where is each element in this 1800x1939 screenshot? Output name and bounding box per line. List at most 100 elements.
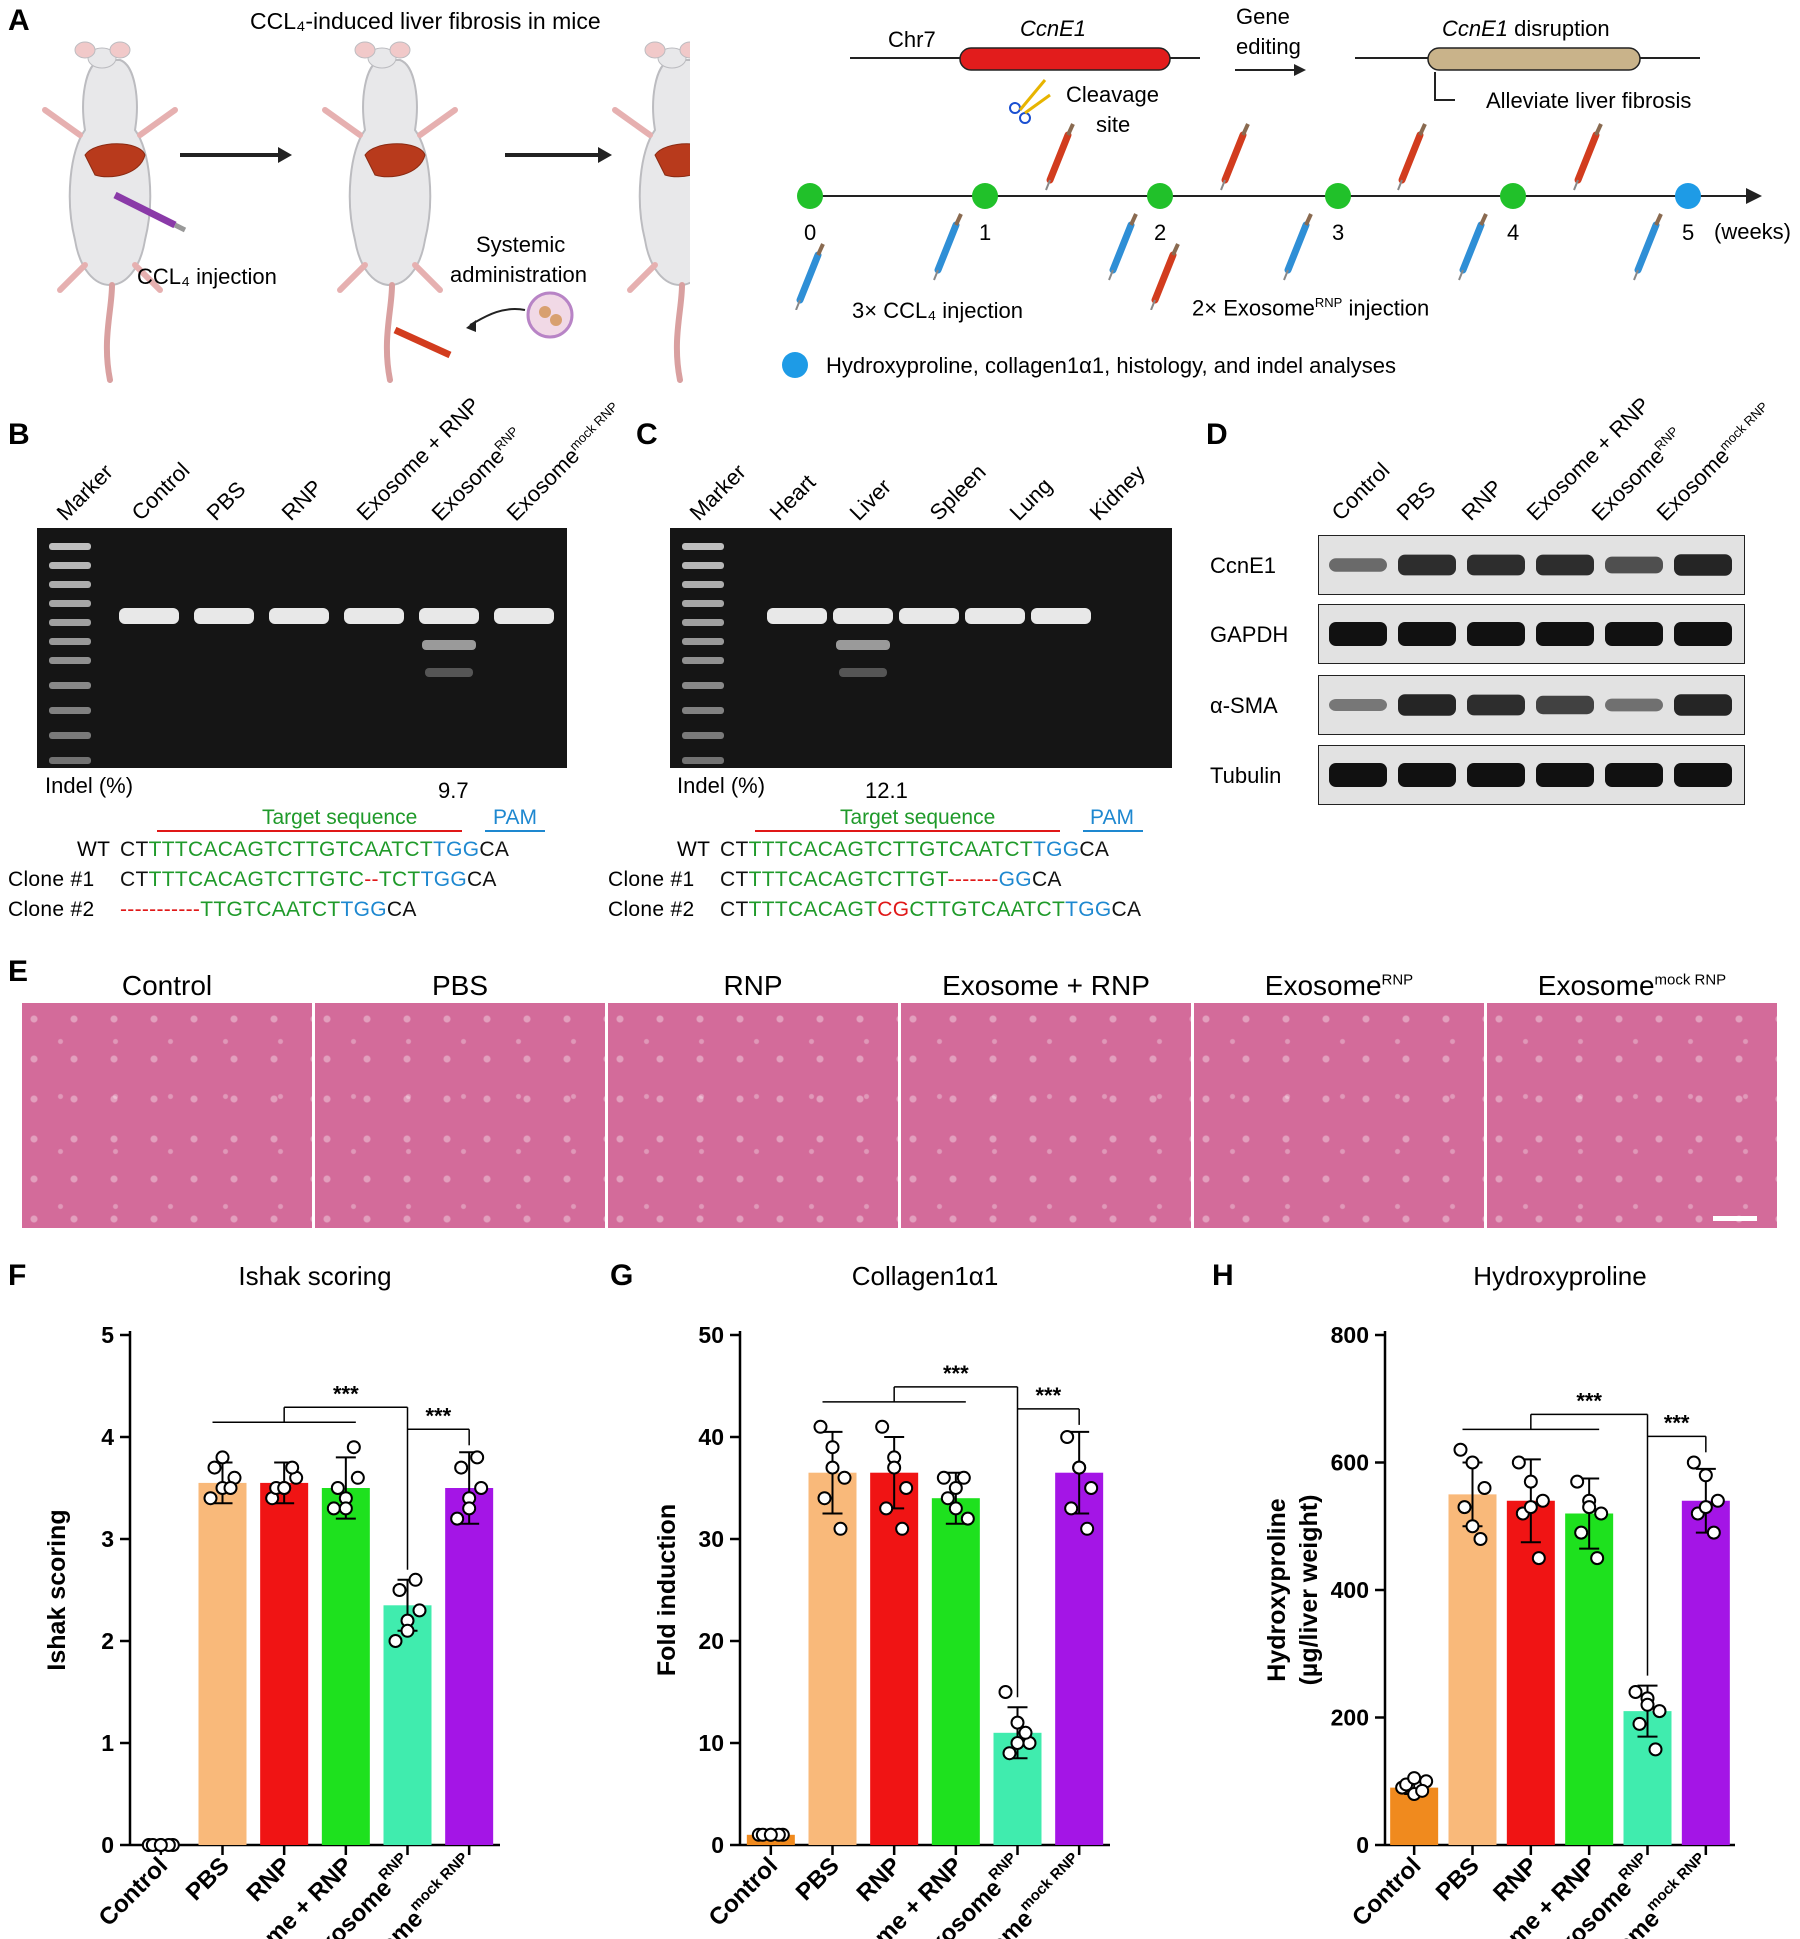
blot-band [1467,554,1525,576]
blot-band [1536,695,1594,715]
weeks-label: (weeks) [1714,219,1792,244]
bar [1055,1472,1104,1845]
ccl4-syringe-icon [1283,213,1313,281]
bar [198,1482,247,1845]
sequence-segment: CA [1111,898,1142,921]
x-tick-label: RNP [241,1852,296,1907]
target-label-c: Target sequence [840,806,996,829]
y-tick-label: 0 [1356,1832,1369,1858]
scissors-icon [1009,79,1051,124]
indel-label-b: Indel (%) [45,773,134,798]
data-point [895,1521,910,1536]
ccl4-syringe-icon [1633,213,1663,281]
bar [1681,1500,1730,1845]
chart-title: Hydroxyproline [1473,1261,1646,1291]
bar [445,1488,494,1845]
bar [1506,1500,1555,1845]
data-point [875,1419,890,1434]
sequence-segment: CA [386,898,417,921]
marker-band [49,682,91,689]
blot-band [1605,622,1663,646]
lane-label: PBS [201,476,251,526]
data-point [1640,1697,1655,1712]
data-point [825,1440,840,1455]
gel-band [344,608,404,624]
blot-label: Tubulin [1210,763,1282,788]
blot-band [1605,556,1663,574]
gene-editing-label-2: editing [1236,34,1301,59]
panel-d-label: D [1206,418,1228,451]
lane-label: Marker [51,459,118,526]
syringe-icon [113,191,187,233]
data-point [1010,1736,1025,1750]
ccl4-injection-label: CCL₄ injection [137,264,277,289]
blot-band [1674,622,1732,646]
gel-band [899,608,959,624]
marker-band [682,543,724,550]
blot-band [1329,558,1387,572]
timeline-tick: 2 [1154,220,1166,245]
blot-band [1329,699,1387,711]
data-point [223,1481,238,1495]
histology-label: RNP [723,970,783,1001]
data-point [1080,1521,1095,1536]
data-point [1652,1704,1667,1719]
marker-band [682,600,724,607]
histology-label: ExosomeRNP [1264,970,1414,1001]
marker-band [682,619,724,626]
indel-value-c: 12.1 [865,778,908,803]
sequence-segment: CA [1031,868,1062,891]
y-tick-label: 800 [1331,1322,1369,1348]
blot-band [1329,622,1387,646]
sequence-segment: TTTCACAGTCTTGT [748,868,948,891]
y-tick-label: 30 [698,1526,724,1552]
data-point [817,1491,832,1506]
blot-band [1605,698,1663,712]
blot-strip [1318,675,1745,735]
blot-band [1674,554,1732,576]
chr-label: Chr7 [888,27,936,52]
scale-bar [1713,1216,1757,1221]
x-tick-label: PBS [791,1852,845,1906]
legend-exosome-post: injection [1342,295,1430,321]
data-point [1531,1551,1546,1566]
y-axis-label: Fold induction [653,1504,681,1676]
lane-label: Control [126,457,195,526]
lane-label: Exosomemock RNP [501,398,621,526]
gel-b [37,528,567,768]
x-tick-label: Control [1347,1852,1426,1931]
systemic-label-1: Systemic [476,232,566,257]
mouse-3 [615,42,690,380]
data-point [1064,1501,1079,1516]
y-tick-label: 40 [698,1424,724,1450]
gene-label: CcnE1 [1020,16,1087,41]
significance-marker: *** [1576,1388,1602,1413]
significance-marker: *** [425,1403,451,1428]
data-point [412,1603,427,1618]
sequence-row: CTTTTCACAGTCGCTTGTCAATCTTGGCA [720,898,1141,922]
analysis-dot [782,352,808,378]
x-tick-label: Control [94,1852,173,1931]
blot-band [1329,763,1387,787]
data-point [215,1450,230,1465]
lane-label: Control [1326,457,1395,526]
histology-label: Control [121,970,213,1001]
panel-a-title: CCL₄-induced liver fibrosis in mice [250,8,601,34]
y-tick-label: 0 [711,1832,724,1858]
gene-editing-label-1: Gene [1236,4,1290,29]
data-point [1018,1725,1033,1740]
timeline-node-2 [1147,183,1173,209]
gel-c [670,528,1172,768]
gel-band [767,608,827,624]
marker-band [49,657,91,664]
legend-exosome-text: 2× Exosome [1192,295,1315,321]
sequence-segment: TTTCACAGTCTTGTCAATCT [148,838,434,861]
mouse-2 [325,42,455,380]
marker-band [49,732,91,739]
timeline-node-5 [1675,183,1701,209]
pam-label-b: PAM [493,806,537,829]
data-point [887,1460,902,1475]
panel-letter: F [8,1259,26,1292]
blot-band [1398,622,1456,646]
data-point [998,1685,1013,1699]
